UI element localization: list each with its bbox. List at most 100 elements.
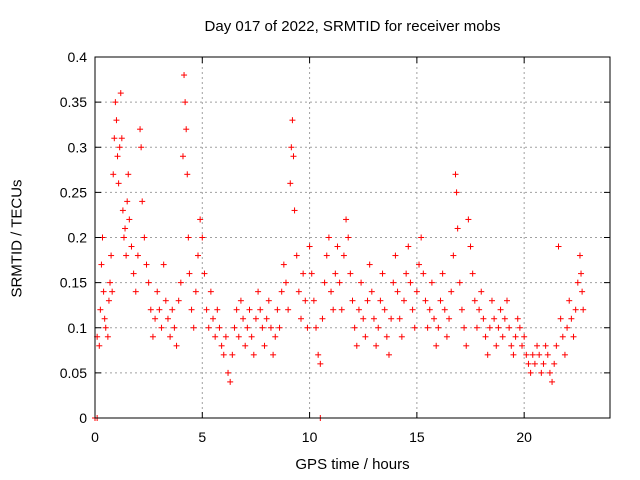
data-point <box>454 225 461 232</box>
data-point <box>579 288 586 295</box>
data-point <box>104 333 111 340</box>
data-points <box>92 72 587 421</box>
data-point <box>578 270 585 277</box>
data-point <box>313 324 320 331</box>
data-point <box>568 315 575 322</box>
data-point <box>205 324 212 331</box>
data-point <box>119 207 126 214</box>
data-point <box>162 297 169 304</box>
data-point <box>439 270 446 277</box>
data-point <box>422 297 429 304</box>
data-point <box>343 216 350 223</box>
data-point <box>114 153 121 160</box>
data-point <box>115 180 122 187</box>
data-point <box>220 351 227 358</box>
data-point <box>529 351 536 358</box>
data-point <box>564 324 571 331</box>
data-point <box>328 288 335 295</box>
data-point <box>308 270 315 277</box>
y-tick-label: 0.15 <box>60 275 87 291</box>
data-point <box>306 243 313 250</box>
y-tick-label: 0.2 <box>68 230 88 246</box>
x-axis-label: GPS time / hours <box>295 456 410 473</box>
data-point <box>319 315 326 322</box>
data-point <box>167 333 174 340</box>
data-point <box>248 333 255 340</box>
data-point <box>456 279 463 286</box>
data-point <box>179 153 186 160</box>
data-point <box>332 270 339 277</box>
data-point <box>315 351 322 358</box>
data-point <box>501 315 508 322</box>
data-point <box>368 288 375 295</box>
data-point <box>175 297 182 304</box>
data-point <box>116 144 123 151</box>
data-point <box>185 234 192 241</box>
data-point <box>233 306 240 313</box>
data-point <box>508 342 515 349</box>
x-tick-label: 10 <box>302 429 318 445</box>
data-point <box>347 270 354 277</box>
data-point <box>574 279 581 286</box>
data-point <box>424 324 431 331</box>
data-point <box>156 306 163 313</box>
data-point <box>559 333 566 340</box>
data-point <box>338 306 345 313</box>
data-point <box>244 324 251 331</box>
data-point <box>117 90 124 97</box>
data-point <box>403 270 410 277</box>
data-point <box>98 261 105 268</box>
y-tick-label: 0.05 <box>60 365 87 381</box>
data-point <box>536 351 543 358</box>
data-point <box>149 333 156 340</box>
data-point <box>484 351 491 358</box>
data-point <box>476 306 483 313</box>
data-point <box>443 333 450 340</box>
data-point <box>310 297 317 304</box>
data-point <box>291 207 298 214</box>
data-point <box>171 324 178 331</box>
data-point <box>137 126 144 133</box>
data-point <box>259 324 266 331</box>
data-point <box>128 243 135 250</box>
data-point <box>164 315 171 322</box>
data-point <box>274 306 281 313</box>
data-point <box>287 180 294 187</box>
data-point <box>390 279 397 286</box>
data-point <box>493 342 500 349</box>
data-point <box>450 252 457 259</box>
data-point <box>401 297 407 304</box>
data-point <box>242 342 249 349</box>
data-point <box>433 342 440 349</box>
data-point <box>276 324 283 331</box>
y-tick-label: 0.3 <box>68 139 88 155</box>
chart-title: Day 017 of 2022, SRMTID for receiver mob… <box>204 18 501 35</box>
data-point <box>160 261 167 268</box>
data-point <box>109 288 116 295</box>
data-point <box>227 378 234 385</box>
data-point <box>469 270 476 277</box>
data-point <box>132 288 139 295</box>
data-point <box>330 306 337 313</box>
data-point <box>302 297 309 304</box>
data-point <box>300 270 307 277</box>
data-point <box>504 297 510 304</box>
data-point <box>463 342 470 349</box>
data-point <box>437 297 444 304</box>
data-point <box>282 279 289 286</box>
data-point <box>105 297 112 304</box>
data-point <box>540 360 547 367</box>
data-point <box>525 360 532 367</box>
data-point <box>235 333 242 340</box>
data-point <box>278 288 285 295</box>
data-point <box>177 279 184 286</box>
data-point <box>240 315 247 322</box>
data-point <box>446 315 453 322</box>
data-point <box>379 270 386 277</box>
y-tick-label: 0.35 <box>60 94 87 110</box>
data-point <box>413 288 420 295</box>
y-tick-label: 0.4 <box>68 49 88 65</box>
data-point <box>480 315 487 322</box>
data-point <box>154 288 161 295</box>
data-point <box>514 315 521 322</box>
